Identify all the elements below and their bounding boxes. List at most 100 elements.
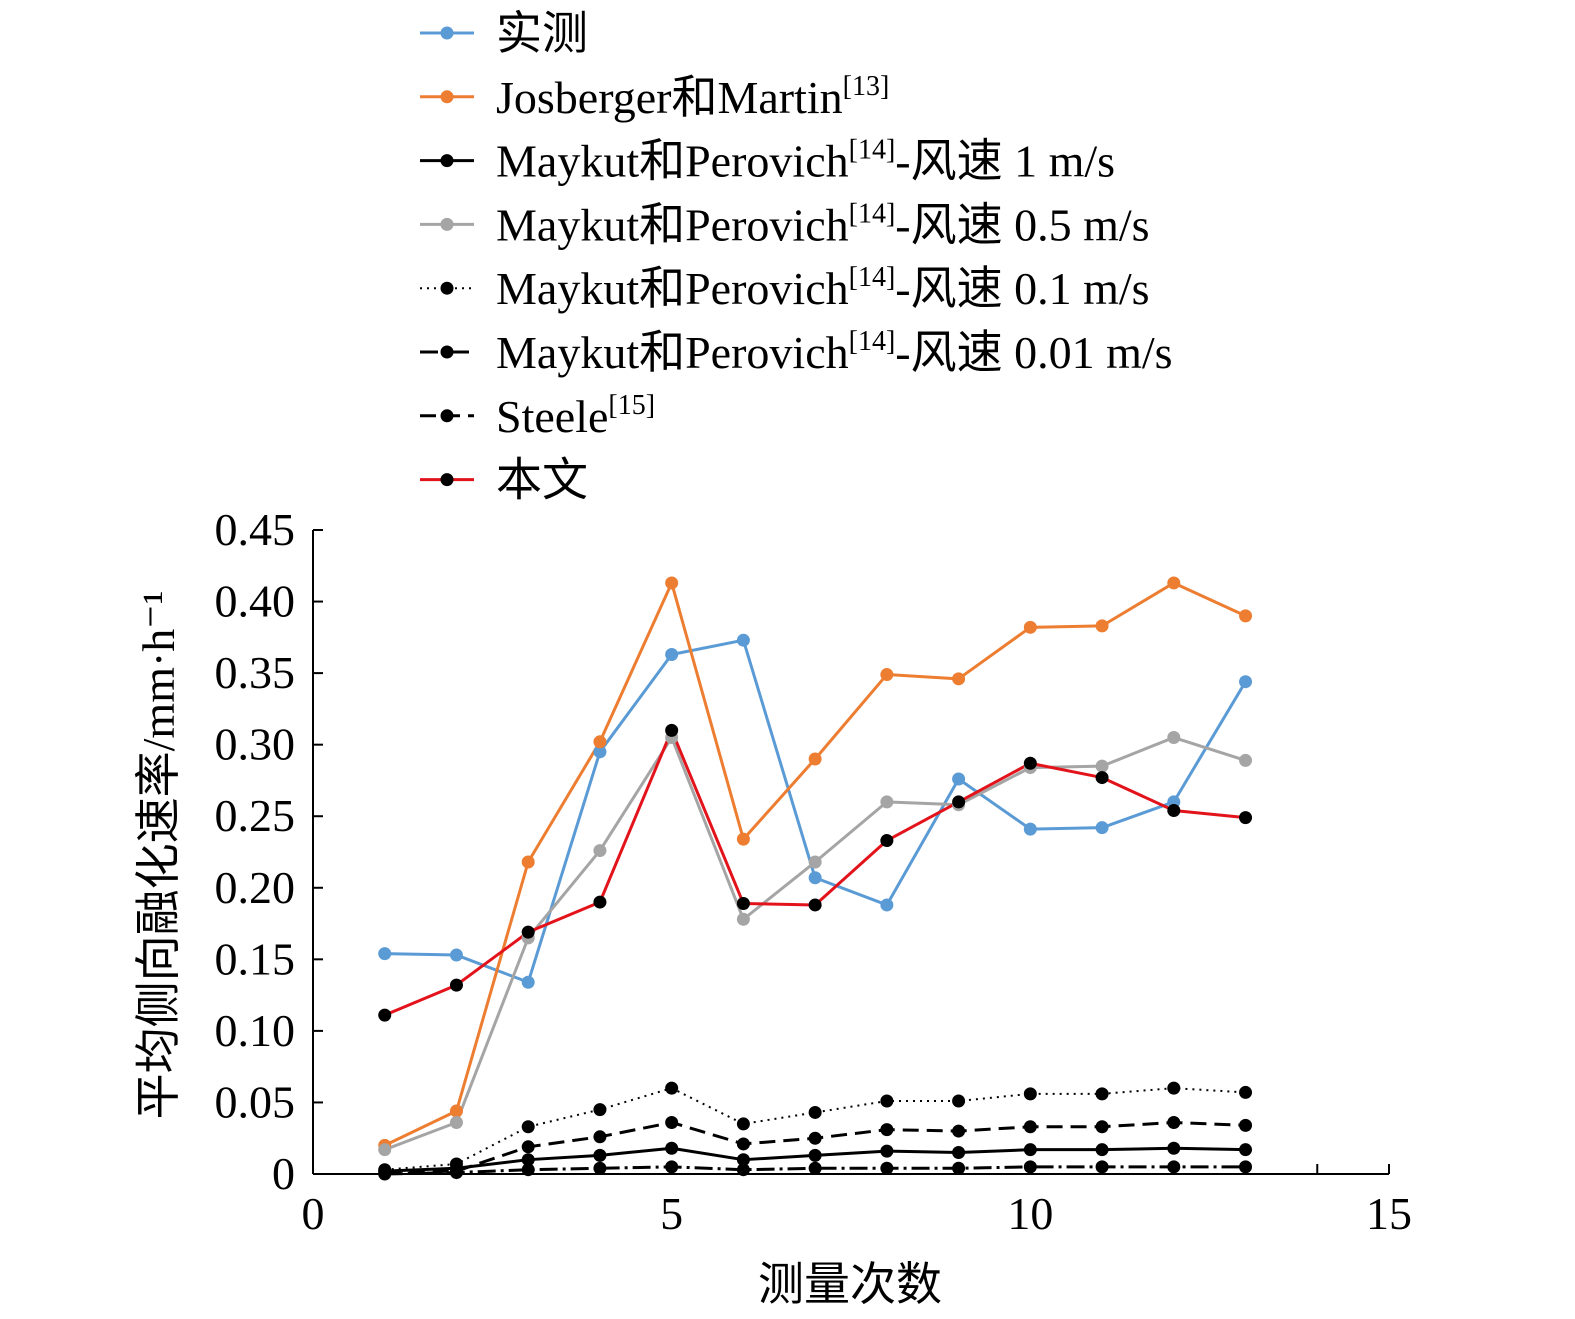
data-point-series-5 — [1239, 1160, 1253, 1174]
data-point-series-5 — [736, 1163, 750, 1177]
data-point-series-1 — [808, 752, 822, 766]
data-point-series-3 — [378, 1143, 392, 1157]
legend-citation: [14] — [849, 326, 896, 357]
legend-label: Josberger和Martin[13] — [496, 71, 889, 123]
legend-swatch-marker — [440, 217, 454, 231]
data-point-series-7 — [521, 925, 535, 939]
data-point-series-0 — [1023, 822, 1037, 836]
data-point-series-2 — [593, 1148, 607, 1162]
data-point-series-0 — [808, 871, 822, 885]
data-point-series-3 — [1239, 753, 1253, 767]
y-tick-label: 0.30 — [215, 719, 296, 770]
data-point-series-7 — [880, 834, 894, 848]
data-point-series-0 — [1095, 821, 1109, 835]
data-point-series-1 — [1023, 620, 1037, 634]
data-point-series-3 — [880, 795, 894, 809]
data-point-series-4 — [1167, 1081, 1181, 1095]
data-point-series-7 — [665, 723, 679, 737]
data-point-series-2 — [808, 1148, 822, 1162]
data-point-series-2 — [880, 1144, 894, 1158]
legend-item-2: Maykut和Perovich[14]-风速 1 m/s — [420, 135, 1115, 187]
x-tick-label: 15 — [1366, 1188, 1412, 1239]
data-point-series-0 — [593, 745, 607, 759]
legend-series-name: Maykut和Perovich — [496, 136, 849, 187]
legend-citation: [15] — [608, 390, 655, 421]
data-point-series-6 — [521, 1140, 535, 1154]
y-tick-label: 0.15 — [215, 933, 296, 984]
legend-swatch-marker — [440, 90, 454, 104]
data-point-series-6 — [378, 1166, 392, 1180]
x-tick-label: 0 — [302, 1188, 325, 1239]
legend-label: 实测 — [496, 8, 588, 59]
data-point-series-2 — [1167, 1141, 1181, 1155]
data-point-series-7 — [378, 1008, 392, 1022]
x-axis-title: 测量次数 — [758, 1259, 942, 1310]
legend-citation: [14] — [849, 198, 896, 229]
legend-series-suffix: -风速 0.5 m/s — [895, 199, 1149, 250]
legend-swatch-marker — [440, 473, 454, 487]
data-point-series-6 — [665, 1115, 679, 1129]
x-tick-label: 10 — [1007, 1188, 1053, 1239]
legend-citation: [14] — [849, 262, 896, 293]
legend-series-name: 实测 — [496, 8, 588, 59]
data-point-series-6 — [952, 1124, 966, 1138]
data-point-series-4 — [880, 1094, 894, 1108]
data-point-series-0 — [521, 975, 535, 989]
legend-swatch-marker — [440, 409, 454, 423]
data-point-series-3 — [1095, 759, 1109, 773]
legend-label: Steele[15] — [496, 390, 655, 442]
data-point-series-6 — [593, 1130, 607, 1144]
data-point-series-3 — [736, 912, 750, 926]
data-point-series-2 — [665, 1141, 679, 1155]
data-point-series-4 — [1023, 1087, 1037, 1101]
legend-series-suffix: -风速 1 m/s — [895, 136, 1115, 187]
data-point-series-1 — [1167, 576, 1181, 590]
series-line-0 — [384, 638, 1247, 984]
legend-label: Maykut和Perovich[14]-风速 0.5 m/s — [496, 198, 1150, 250]
data-point-series-2 — [736, 1153, 750, 1167]
legend-item-0: 实测 — [420, 8, 588, 59]
legend-label: Maykut和Perovich[14]-风速 0.01 m/s — [496, 326, 1173, 378]
legend-swatch-marker — [440, 154, 454, 168]
data-point-series-7 — [808, 898, 822, 912]
data-point-series-3 — [808, 855, 822, 869]
data-point-series-6 — [449, 1164, 463, 1178]
data-point-series-5 — [952, 1161, 966, 1175]
data-point-series-1 — [593, 735, 607, 749]
y-tick-label: 0.10 — [215, 1005, 296, 1056]
legend-item-3: Maykut和Perovich[14]-风速 0.5 m/s — [420, 198, 1150, 250]
data-point-series-7 — [449, 978, 463, 992]
data-point-series-7 — [736, 897, 750, 911]
data-point-series-7 — [1095, 771, 1109, 785]
data-point-series-4 — [1239, 1085, 1253, 1099]
legend-item-4: Maykut和Perovich[14]-风速 0.1 m/s — [420, 262, 1150, 314]
data-point-series-7 — [952, 795, 966, 809]
data-point-series-5 — [880, 1161, 894, 1175]
legend-series-name: 本文 — [496, 455, 588, 506]
data-point-series-1 — [736, 832, 750, 846]
data-point-series-5 — [593, 1161, 607, 1175]
y-tick-label: 0.25 — [215, 790, 296, 841]
data-point-series-7 — [593, 895, 607, 909]
chart-axes: 0 0.05 0.10 0.15 0.20 0.25 0.30 0.35 0.40 0.45 0 5 1… — [215, 504, 1413, 1239]
data-point-series-1 — [1095, 619, 1109, 633]
data-point-series-4 — [1095, 1087, 1109, 1101]
chart-legend: 实测Josberger和Martin[13]Maykut和Perovich[14… — [420, 8, 1173, 506]
data-point-series-6 — [808, 1131, 822, 1145]
data-point-series-5 — [665, 1160, 679, 1174]
data-point-series-7 — [1239, 811, 1253, 825]
legend-swatch-marker — [440, 345, 454, 359]
y-tick-label: 0.20 — [215, 862, 296, 913]
data-point-series-5 — [1167, 1160, 1181, 1174]
data-point-series-7 — [1167, 803, 1181, 817]
data-point-series-1 — [952, 672, 966, 686]
legend-series-name: Steele — [496, 391, 608, 442]
chart-markers — [378, 576, 1253, 1181]
y-tick-label: 0 — [272, 1148, 295, 1199]
legend-item-7: 本文 — [420, 455, 588, 506]
legend-citation: [14] — [849, 135, 896, 166]
data-point-series-1 — [1239, 609, 1253, 623]
data-point-series-0 — [880, 898, 894, 912]
data-point-series-4 — [593, 1103, 607, 1117]
